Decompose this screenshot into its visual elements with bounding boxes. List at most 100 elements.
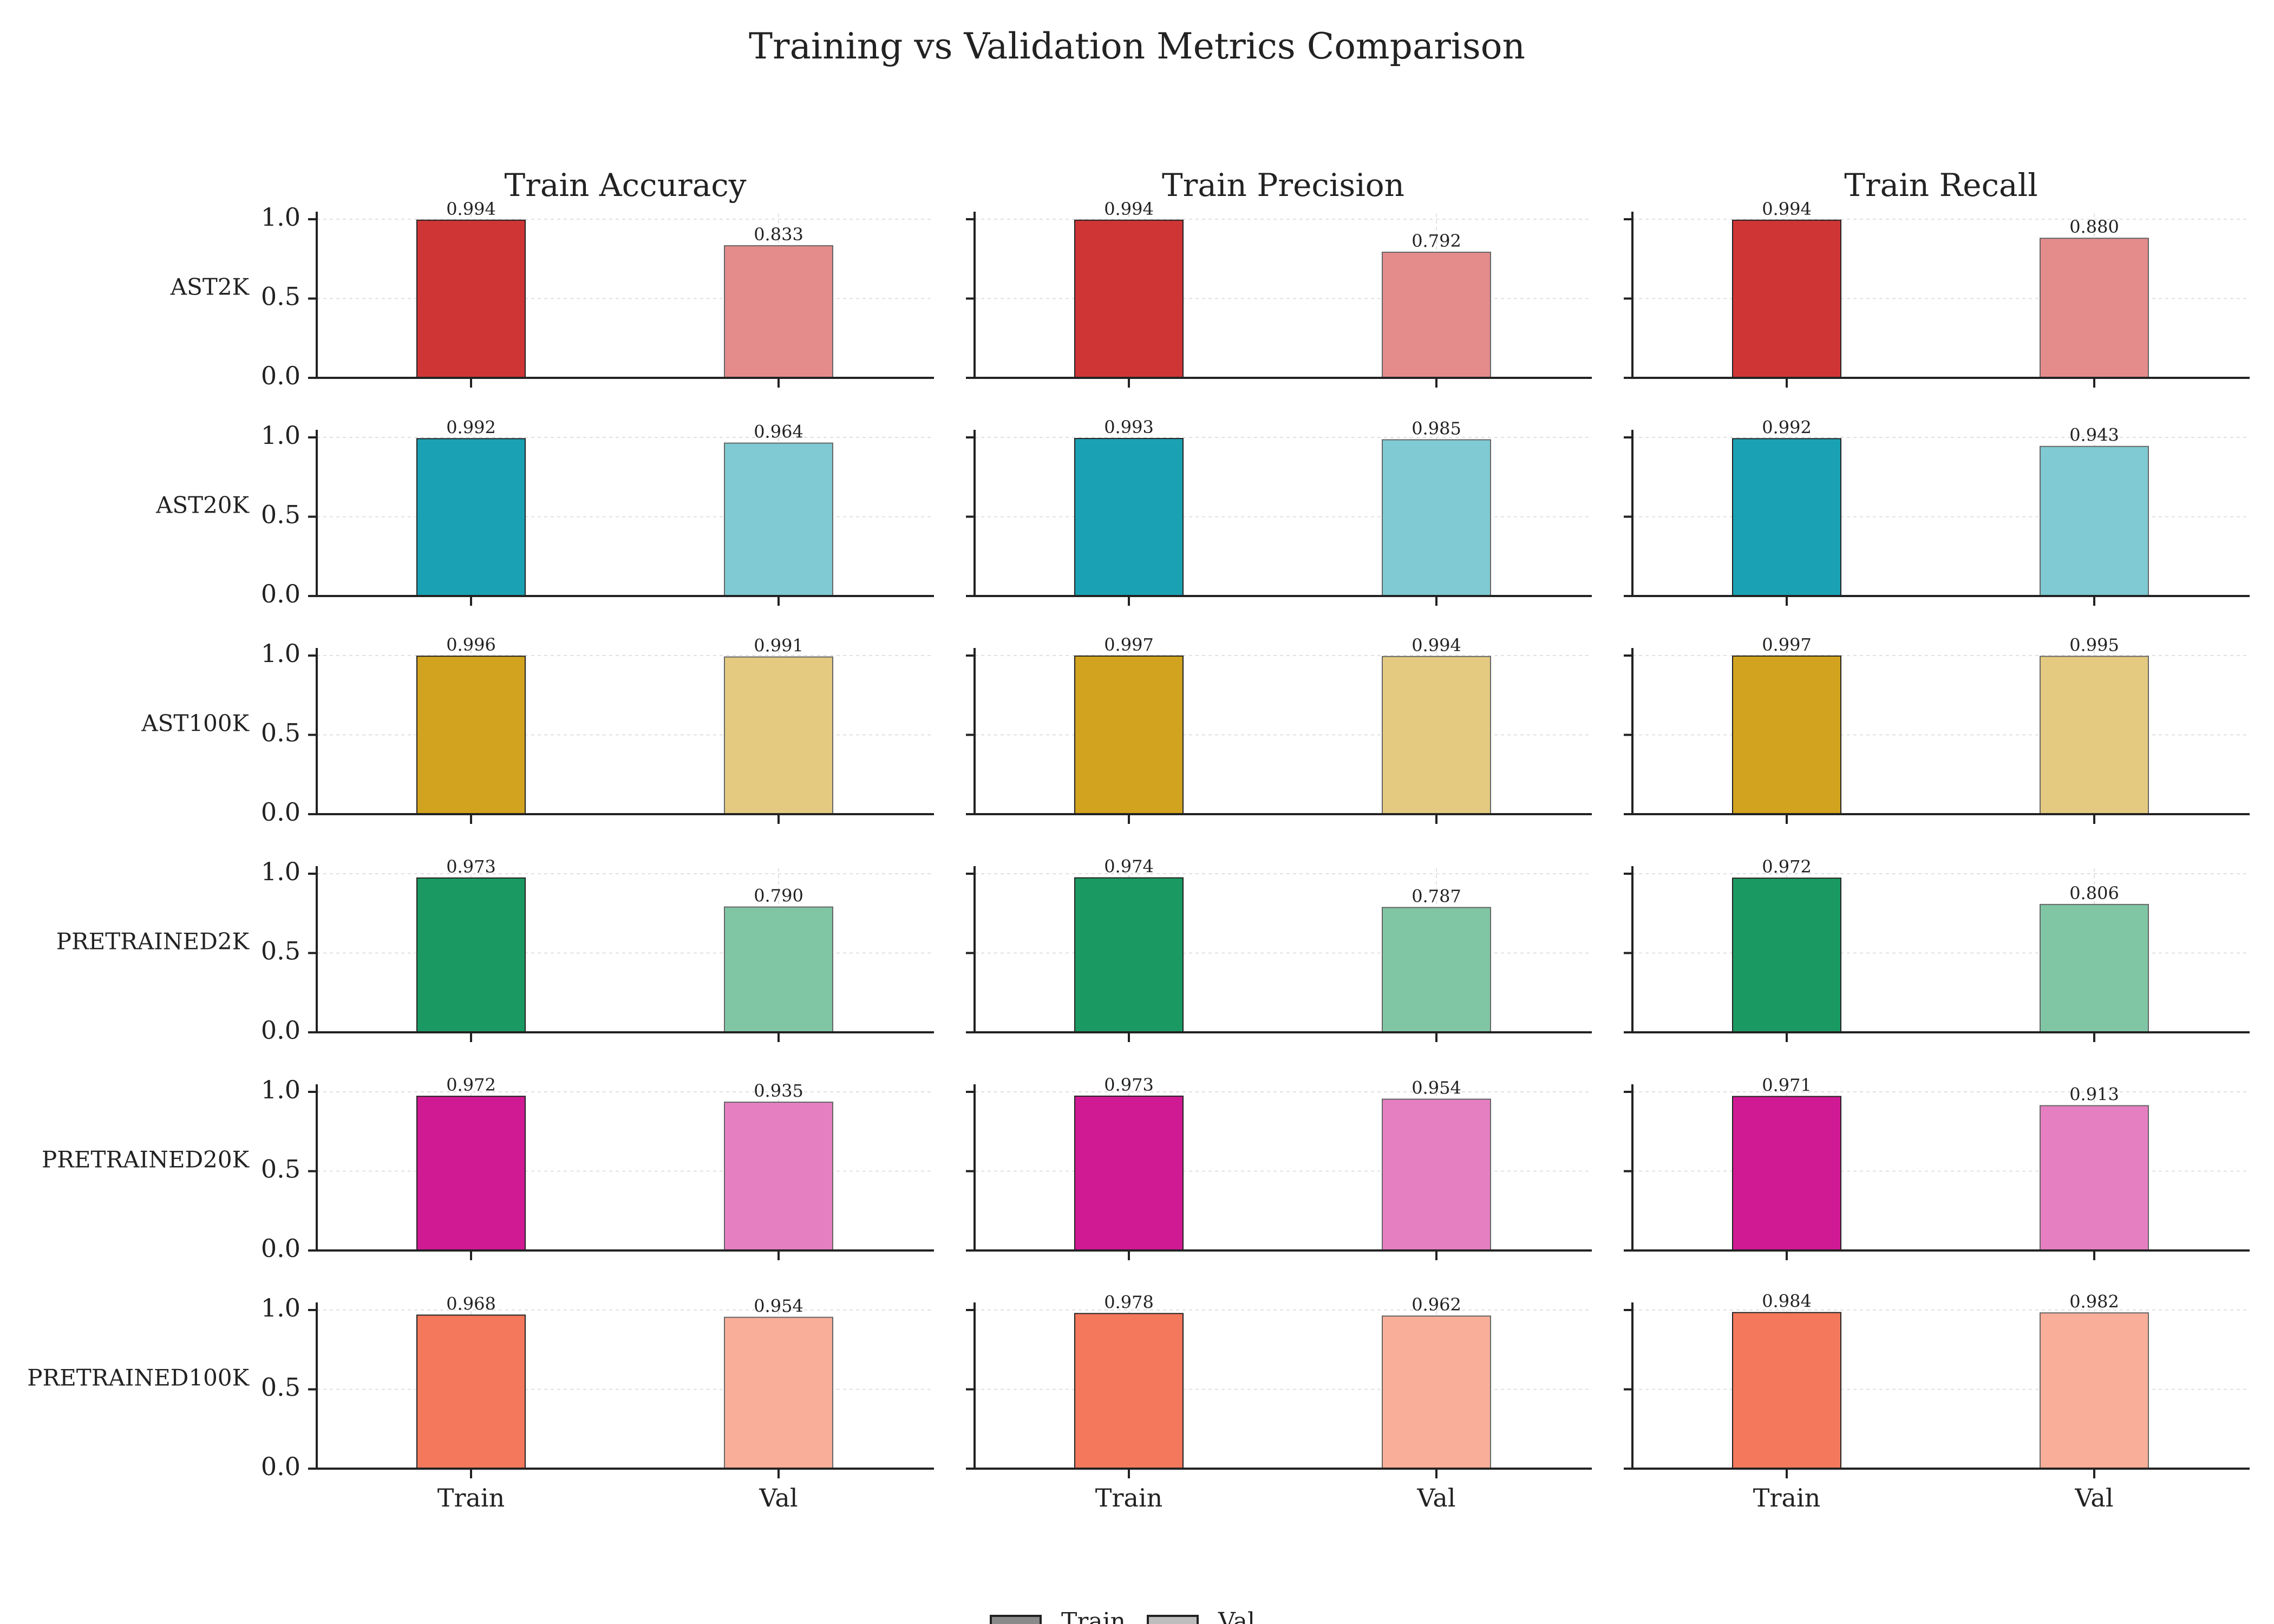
subplot: 0.994 0.880 [1624,199,2250,388]
data-label: 0.985 [1412,418,1461,438]
val-bar [724,906,833,1033]
subplot: 0.978 0.962 Train Val [966,1292,1592,1512]
x-tick-label: Train [1095,1483,1162,1512]
val-bar [2040,1105,2149,1251]
data-label: 0.994 [1762,199,1812,219]
data-label: 0.954 [754,1295,803,1316]
val-bar [724,656,833,815]
train-bar [416,219,526,378]
row-label: PRETRAINED100K [27,1365,250,1391]
train-bar [1074,877,1184,1033]
y-tick-label: 0.5 [261,500,300,529]
row-label: PRETRAINED2K [56,928,250,955]
train-bar [1074,438,1184,597]
val-bar [1382,439,1491,597]
y-tick-label: 0.0 [261,797,300,827]
panel-grid: Train Accuracy Train Precision Train Recal… [27,167,2250,1512]
data-label: 0.954 [1412,1077,1461,1098]
data-label: 0.973 [446,856,496,877]
val-bar [1382,251,1491,378]
y-tick-label: 0.0 [261,1016,300,1045]
val-bar [724,1317,833,1470]
column-title: Train Recall [1844,167,2038,204]
train-bar [1732,1312,1841,1469]
x-tick-label: Val [759,1483,798,1512]
data-label: 0.994 [446,199,496,219]
val-bar [724,442,833,597]
subplot: 0.968 0.954 0.0 0.5 1.0 Train Val [261,1293,934,1512]
subplot: 0.993 0.985 [966,417,1592,606]
subplot: 0.994 0.833 0.0 0.5 1.0 [261,199,934,390]
train-bar [1732,878,1841,1033]
y-tick-label: 0.0 [261,361,300,390]
data-label: 0.991 [754,636,803,656]
val-bar [1382,1098,1491,1252]
data-label: 0.968 [446,1293,496,1314]
subplot: 0.971 0.913 [1624,1075,2250,1260]
data-label: 0.996 [446,634,496,655]
subplot: 0.984 0.982 Train Val [1624,1291,2250,1512]
subplot: 0.973 0.954 [966,1075,1592,1260]
subplot: 0.997 0.994 [966,634,1592,824]
data-label: 0.978 [1104,1292,1154,1312]
x-tick-label: Train [1753,1483,1820,1512]
train-bar [416,877,526,1033]
data-label: 0.964 [754,422,803,442]
subplot: 0.972 0.935 0.0 0.5 1.0 [261,1075,934,1263]
y-tick-label: 0.5 [261,1373,300,1402]
data-label: 0.994 [1104,199,1154,219]
y-tick-label: 1.0 [261,857,300,886]
data-label: 0.992 [1762,417,1812,437]
column-title: Train Accuracy [504,167,746,204]
y-tick-label: 0.5 [261,718,300,748]
train-bar [416,1096,526,1251]
subplot: 0.992 0.964 0.0 0.5 1.0 [261,417,934,608]
train-bar [1732,655,1841,815]
val-bar [724,1102,833,1252]
val-bar [2040,446,2149,597]
train-bar [1732,219,1841,378]
row-label: AST100K [141,710,250,737]
data-label: 0.833 [754,224,803,245]
val-bar [2040,903,2149,1033]
data-label: 0.974 [1104,856,1154,877]
data-label: 0.982 [2069,1291,2119,1312]
data-label: 0.913 [2069,1084,2119,1104]
subplot: 0.972 0.806 [1624,856,2250,1042]
y-tick-label: 0.5 [261,282,300,311]
x-tick-label: Val [1416,1483,1455,1512]
train-bar [416,438,526,597]
legend: Train Val [990,1608,1255,1624]
data-label: 0.997 [1762,634,1812,655]
val-bar [2040,238,2149,378]
val-bar [1382,907,1491,1033]
data-label: 0.972 [1762,856,1812,877]
legend-label: Val [1218,1608,1255,1624]
y-tick-label: 1.0 [261,202,300,232]
y-tick-label: 0.5 [261,1155,300,1184]
data-label: 0.787 [1412,886,1461,906]
data-label: 0.992 [446,417,496,437]
train-bar [1074,1313,1184,1470]
data-label: 0.790 [754,886,803,906]
subplot: 0.997 0.995 [1624,634,2250,824]
val-bar [724,245,833,378]
y-tick-label: 0.0 [261,1234,300,1263]
data-label: 0.995 [2069,634,2119,655]
data-label: 0.935 [754,1081,803,1101]
y-tick-label: 1.0 [261,1293,300,1322]
train-bar [1732,1096,1841,1251]
data-label: 0.943 [2069,425,2119,446]
val-bar [2040,656,2149,815]
val-bar [1382,656,1491,815]
train-bar [1732,438,1841,597]
x-tick-label: Val [2074,1483,2113,1512]
subplot: 0.974 0.787 [966,856,1592,1042]
data-label: 0.880 [2069,217,2119,237]
data-label: 0.997 [1104,634,1154,655]
train-bar [1074,655,1184,815]
y-tick-label: 1.0 [261,639,300,668]
data-label: 0.984 [1762,1291,1812,1312]
subplot: 0.996 0.991 0.0 0.5 1.0 [261,634,934,827]
